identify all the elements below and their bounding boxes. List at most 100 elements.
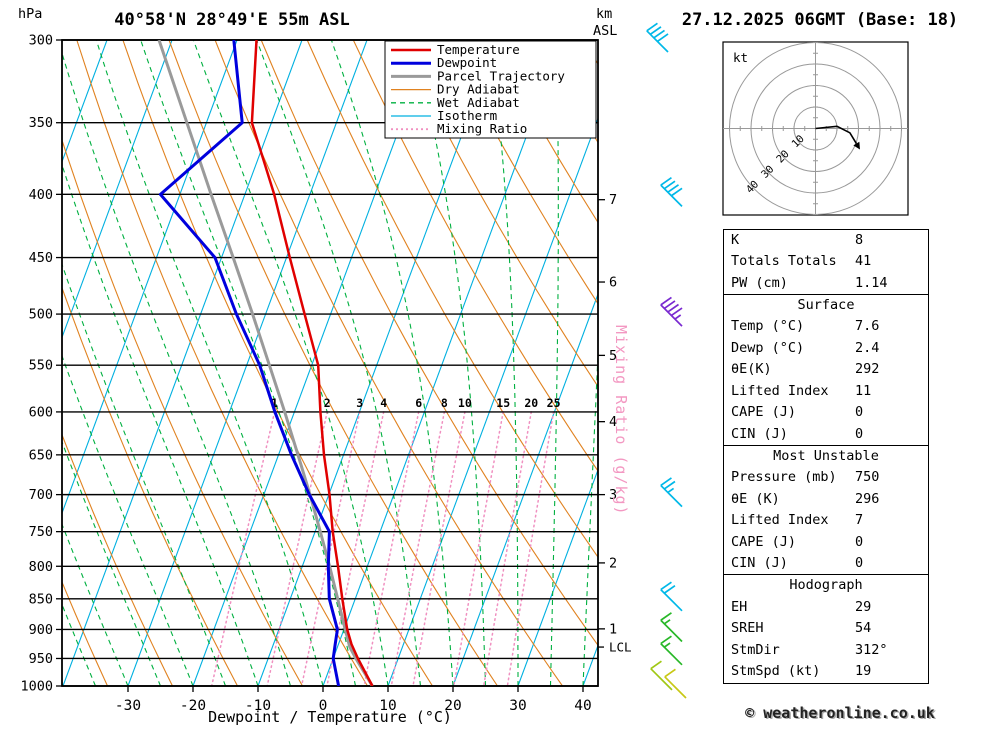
stats-row: θE(K) 292 [724,359,928,381]
stats-table: K 8 Totals Totals 41 PW (cm) 1.14 Surface Temp … [723,228,929,684]
stats-label: Totals Totals [731,253,837,270]
wind-barb [650,660,673,691]
stats-value: 2.4 [855,339,880,356]
stats-section: Most Unstable Pressure (mb) 750 θE (K) 296 Li… [723,444,929,576]
wind-barb [646,22,669,53]
hodograph-unit-label: kt [733,50,748,65]
km-unit-label: km [596,6,613,22]
temp-tick-label: 10 [379,698,396,714]
temp-tick-label: 30 [509,698,526,714]
stats-row: Pressure (mb) 750 [724,467,928,489]
stats-label: K [731,231,740,248]
legend-label: Dry Adiabat [437,82,520,97]
stats-value: 1.14 [855,274,888,291]
km-tick-label: 7 [609,192,617,208]
asl-unit-label: ASL [593,23,618,39]
temp-tick-label: -20 [180,698,206,714]
pressure-tick-label: 300 [29,33,53,49]
wind-barb [660,581,683,612]
pressure-tick-label: 450 [29,250,53,266]
mixing-ratio-value: 4 [380,396,387,410]
stats-row: StmSpd (kt) 19 [724,661,928,683]
mixing-ratio-value: 15 [496,396,510,410]
mixing-ratio-axis-label: Mixing Ratio (g/kg) [612,325,630,516]
wind-barbs [646,22,687,699]
pressure-tick-label: 1000 [20,679,53,695]
stats-label: CAPE (J) [731,533,797,550]
stats-label: θE (K) [731,490,780,507]
wind-barb [660,177,683,207]
stats-label: Temp (°C) [731,318,805,335]
stats-row: PW (cm) 1.14 [724,273,928,295]
stats-label: CIN (J) [731,425,788,442]
copyright: © weatheronline.co.uk [745,704,935,722]
legend-label: Parcel Trajectory [437,68,565,83]
pressure-tick-label: 600 [29,404,53,420]
stats-section: Hodograph EH 29 SREH 54 StmDir 312° StmSpd (kt)… [723,574,929,684]
stats-value: 29 [855,598,872,615]
km-tick-label: 5 [609,348,617,364]
wind-barb [664,668,687,699]
stats-value: 11 [855,382,872,399]
stats-value: 41 [855,253,872,270]
pressure-tick-label: 750 [29,524,53,540]
stats-label: StmSpd (kt) [731,663,821,680]
mixing-ratio-value: 10 [458,396,472,410]
temp-tick-label: 40 [574,698,591,714]
legend-label: Dewpoint [437,55,497,70]
stats-row: StmDir 312° [724,640,928,662]
km-tick-label: 6 [609,275,617,291]
isotherms [62,40,598,686]
series-dewpoint [158,40,341,686]
stats-value: 0 [855,404,864,421]
stats-label: CAPE (J) [731,404,797,421]
temp-tick-label: 0 [319,698,328,714]
legend-label: Temperature [437,42,520,57]
mixing-ratio-value: 6 [415,396,422,410]
stats-section: K 8 Totals Totals 41 PW (cm) 1.14 [723,228,929,296]
stats-label: Lifted Index [731,512,829,529]
stats-label: CIN (J) [731,555,788,572]
stats-value: 7.6 [855,318,880,335]
stats-label: StmDir [731,641,780,658]
mixing-ratio-labels: 1 2 3 4 6 8 10 15 20 25 [271,396,560,410]
stats-label: θE(K) [731,361,772,378]
legend-label: Isotherm [437,108,497,123]
km-tick-label: 1 [609,621,617,637]
temp-tick-label: -30 [115,698,141,714]
pressure-tick-label: 350 [29,115,53,131]
mixing-ratio-value: 1 [271,396,278,410]
series-parcel [157,40,374,686]
pressure-tick-label: 550 [29,358,53,374]
stats-value: 296 [855,490,880,507]
stats-value: 8 [855,231,864,248]
stats-value: 312° [855,641,888,658]
stats-section: Surface Temp (°C) 7.6 Dewp (°C) 2.4 θE(K) 292 L… [723,293,929,447]
stats-row: CIN (J) 0 [724,424,928,446]
pressure-tick-label: 900 [29,622,53,638]
date-title: 27.12.2025 06GMT (Base: 18) [681,10,959,30]
pressure-tick-label: 850 [29,591,53,607]
temp-axis: -30 -20 -10 0 10 20 30 40 [115,686,592,714]
stats-row: Lifted Index 11 [724,381,928,403]
hodograph-arrow [853,141,860,150]
pressure-tick-label: 800 [29,559,53,575]
stats-section-title: Most Unstable [773,447,879,464]
stats-row: Totals Totals 41 [724,251,928,273]
stats-value: 0 [855,555,864,572]
stats-value: 7 [855,512,864,529]
stats-row: Temp (°C) 7.6 [724,316,928,338]
stats-row: Lifted Index 7 [724,510,928,532]
stats-row: SREH 54 [724,618,928,640]
stats-value: 750 [855,469,880,486]
lcl-label: LCL [609,640,632,655]
xaxis-title: Dewpoint / Temperature (°C) [208,708,452,726]
sounding-curves [157,40,374,686]
stats-label: SREH [731,620,764,637]
stats-label: Pressure (mb) [731,469,837,486]
